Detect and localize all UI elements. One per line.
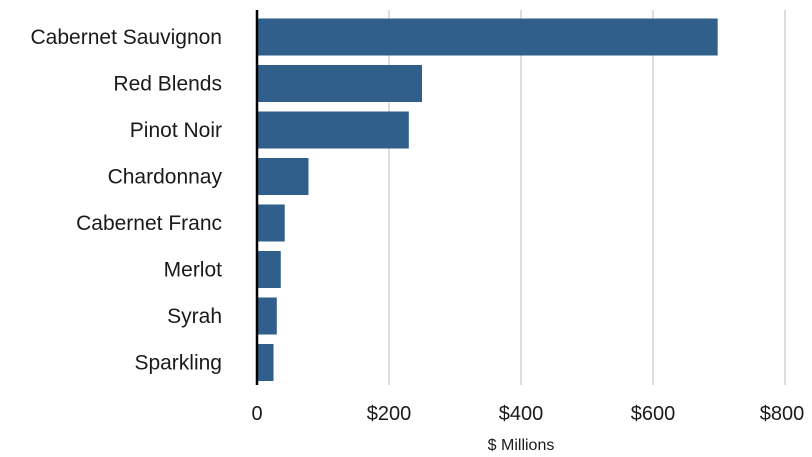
bar-chardonnay: [257, 158, 309, 195]
x-tick-label: $800: [760, 403, 805, 425]
category-label: Syrah: [167, 305, 222, 328]
category-label: Pinot Noir: [130, 119, 222, 142]
category-label: Chardonnay: [108, 166, 223, 189]
bar-merlot: [257, 251, 281, 288]
category-label: Merlot: [164, 259, 223, 282]
x-tick-label: 0: [251, 403, 262, 425]
bar-cabernet-sauvignon: [257, 18, 718, 56]
x-axis-title: $ Millions: [488, 437, 555, 454]
x-tick-labels: 0 $200 $400 $600 $800: [251, 403, 804, 425]
bars: [257, 18, 718, 381]
bar-red-blends: [257, 65, 422, 102]
bar-syrah: [257, 297, 277, 335]
category-label: Cabernet Franc: [76, 212, 222, 235]
category-label: Red Blends: [113, 73, 222, 96]
x-tick-label: $200: [367, 403, 412, 425]
x-tick-label: $400: [499, 403, 544, 425]
category-label: Cabernet Sauvignon: [31, 26, 222, 49]
category-labels: Cabernet Sauvignon Red Blends Pinot Noir Ch…: [31, 26, 223, 375]
gridlines: [388, 10, 786, 385]
x-tick-label: $600: [631, 403, 676, 425]
category-label: Sparkling: [134, 352, 222, 375]
bar-cabernet-franc: [257, 204, 285, 242]
bar-pinot-noir: [257, 111, 409, 149]
bar-sparkling: [257, 344, 274, 381]
